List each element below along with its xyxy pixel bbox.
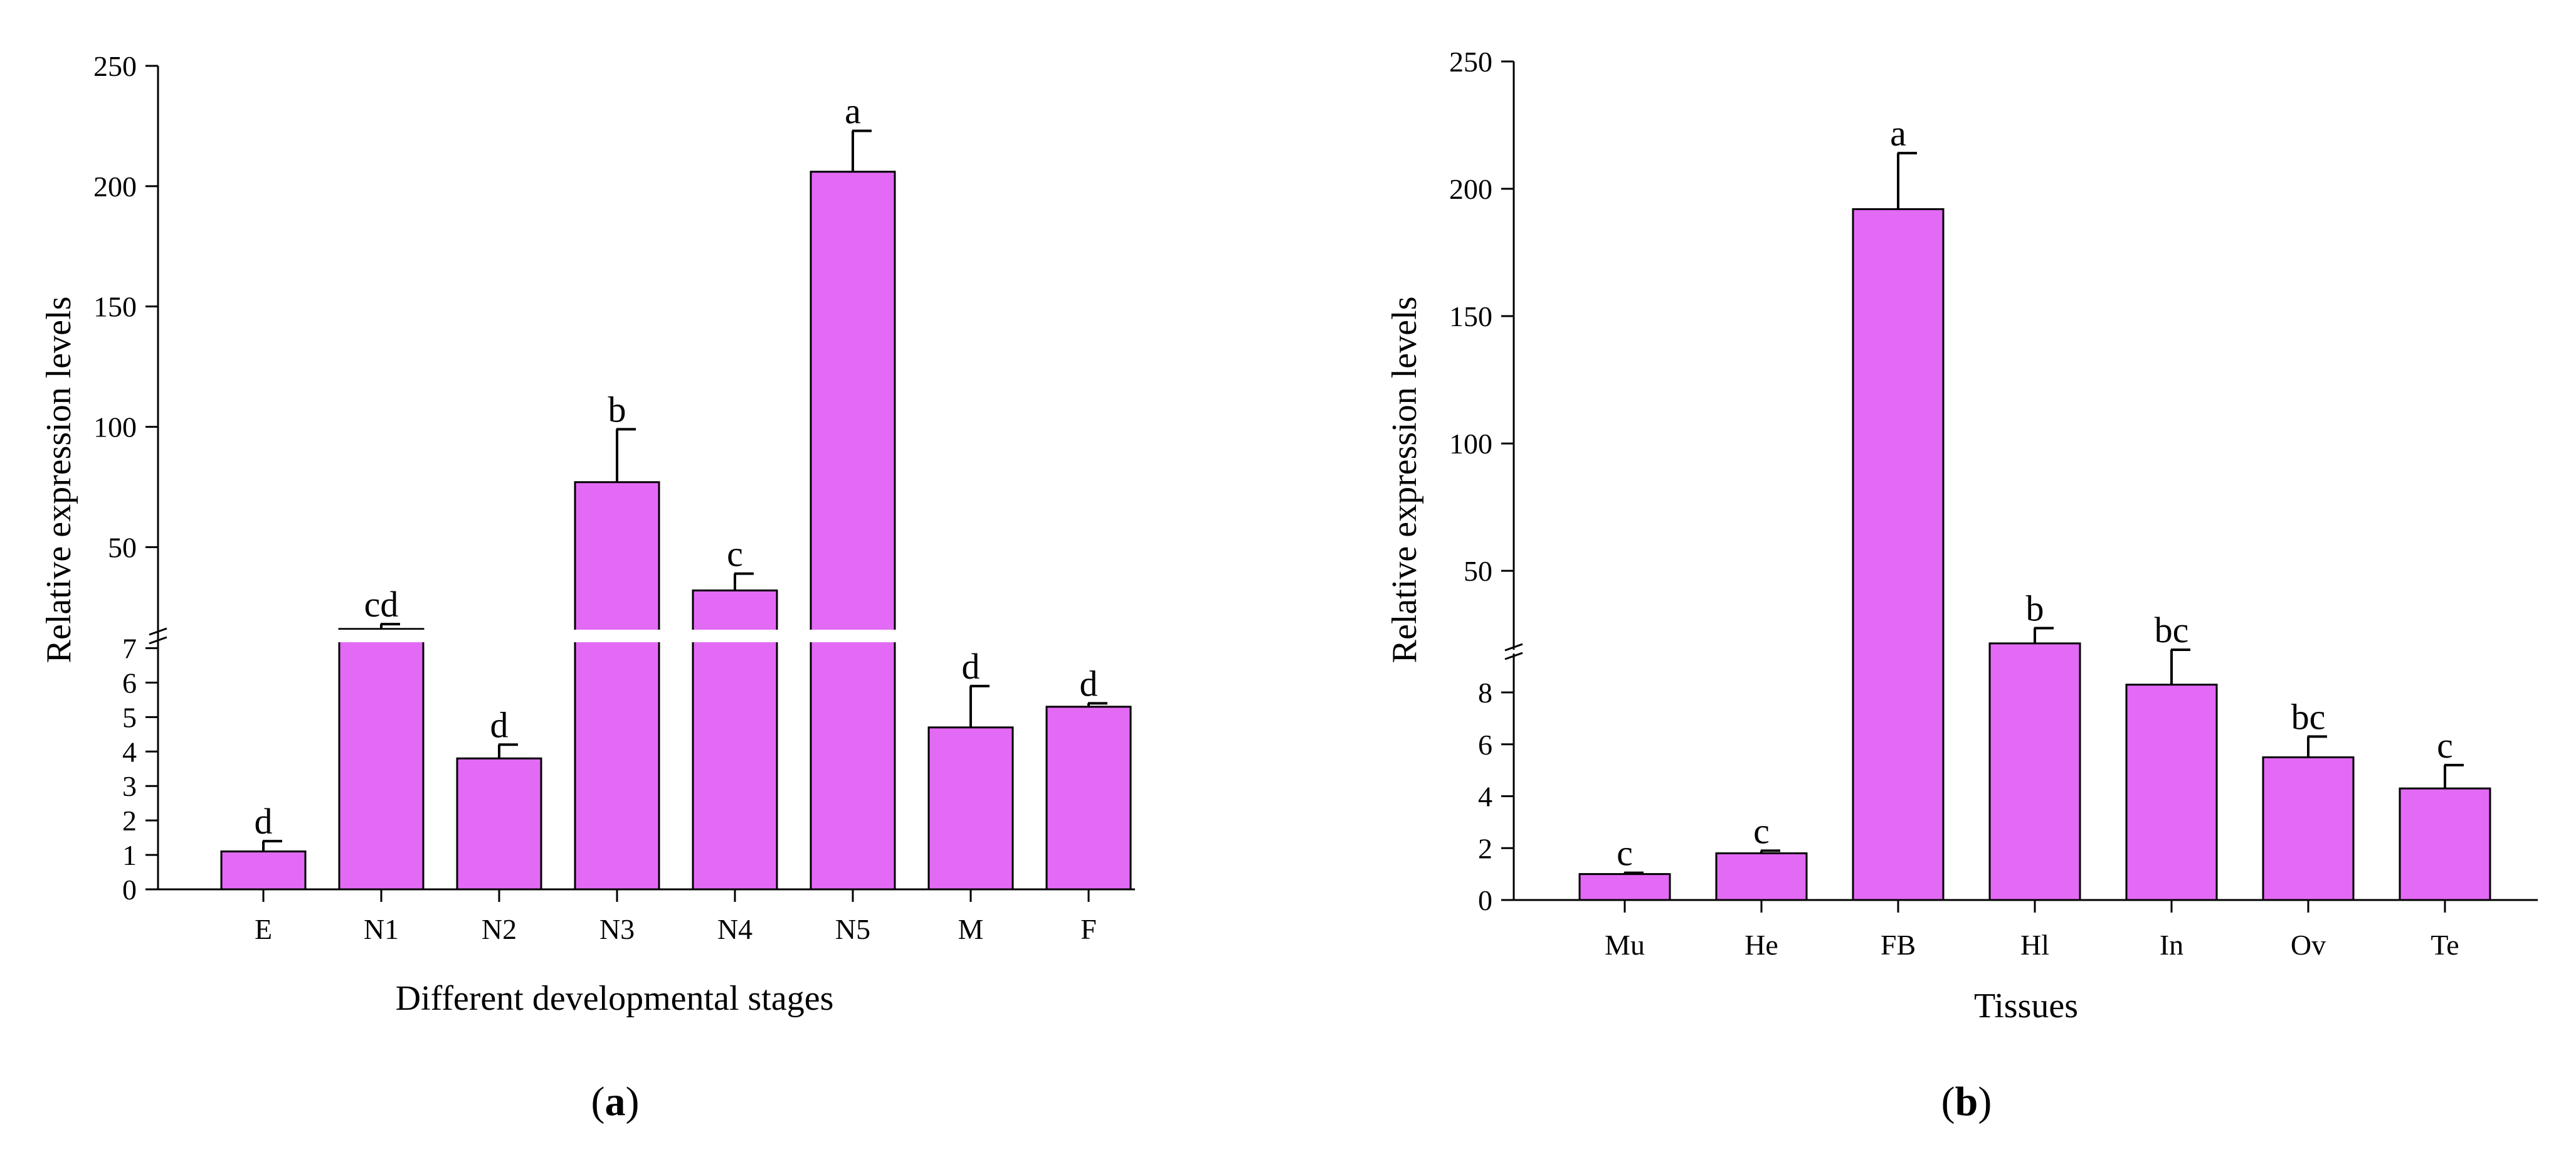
chart-panel-b: Relative expression levels Tissues c Mu c H… [1385,46,2538,1125]
y-tick-label: 0 [122,874,137,906]
x-tick-label: N5 [835,913,870,945]
bar [338,628,425,891]
y-tick-label: 2 [1478,832,1492,864]
y-tick-label: 0 [1478,884,1492,916]
chart-panel-a: Relative expression levels Different dev… [40,50,1135,1125]
y-tick-label: 100 [93,411,137,443]
bar [1045,706,1132,891]
y-tick-label: 200 [93,171,137,203]
axis-break-mark [1504,643,1523,652]
x-tick-label: N4 [717,913,752,945]
significance-label: cd [364,584,399,625]
y-tick-label: 150 [1449,300,1492,332]
y-tick-label: 8 [1478,677,1492,709]
significance-label: bc [2155,610,2189,650]
y-tick-label: 5 [122,701,137,733]
y-tick-label: 250 [93,50,137,82]
axis-break-gap [574,630,660,642]
panel-caption: (b) [1941,1079,1992,1125]
x-tick-label: Hl [2020,929,2049,961]
y-axis-title: Relative expression levels [1385,297,1424,664]
x-tick-label: N2 [482,913,517,945]
bar [1578,873,1671,901]
significance-label: d [962,646,980,687]
x-tick-label: N1 [364,913,399,945]
x-tick-label: Ov [2291,929,2326,961]
bar [220,850,307,891]
axis-break-mark [1504,652,1523,660]
significance-label: a [1890,113,1906,154]
y-tick-label: 6 [1478,729,1492,761]
x-axis-title: Tissues [1974,987,2078,1025]
x-tick-label: F [1080,913,1097,945]
bar [927,726,1014,891]
y-tick-label: 250 [1449,46,1492,78]
y-tick-label: 50 [108,531,137,563]
significance-label: a [845,91,861,132]
y-tick-label: 1 [122,839,137,871]
significance-label: d [255,801,273,842]
axis-break-mark [149,636,167,645]
significance-label: c [1753,810,1770,851]
bar [810,171,896,891]
plot-area: c Mu c He a FB b Hl bc In bc Ov c Te 0 2 4 6 8 50 100 150 200 2… [1449,46,2538,961]
x-axis-title: Different developmental stages [396,979,834,1018]
bar [1715,852,1808,901]
significance-label: bc [2291,696,2326,737]
x-tick-label: E [255,913,272,945]
bar [1852,208,1945,901]
x-tick-label: FB [1881,929,1916,961]
axis-break-gap [810,630,896,642]
significance-label: d [1080,663,1098,704]
y-tick-label: 7 [122,632,137,664]
bar [2125,684,2218,901]
axis-break-gap [338,630,425,642]
axis-break-mark [149,627,167,636]
significance-label: d [490,704,509,745]
y-tick-label: 150 [93,291,137,323]
significance-label: b [608,389,626,430]
significance-label: c [1617,833,1633,874]
panel-caption: (a) [591,1079,640,1125]
y-axis-title: Relative expression levels [40,297,78,664]
y-tick-label: 100 [1449,428,1492,460]
axis-break-gap [692,630,778,642]
y-tick-label: 200 [1449,173,1492,205]
x-tick-label: He [1745,929,1778,961]
bar [2399,787,2491,901]
significance-label: b [2026,588,2044,628]
bar [2262,756,2355,901]
y-tick-label: 4 [1478,781,1492,813]
significance-label: c [2437,725,2453,766]
bar [574,481,660,891]
bar [1988,642,2081,901]
panel-letter: b [1955,1079,1978,1125]
y-tick-label: 3 [122,770,137,802]
y-tick-label: 50 [1464,555,1492,587]
significance-label: c [727,534,743,574]
x-tick-label: N3 [599,913,635,945]
panel-letter: a [605,1079,626,1125]
x-tick-label: Te [2431,929,2459,961]
y-tick-label: 2 [122,805,137,837]
x-tick-label: In [2160,929,2183,961]
y-tick-label: 6 [122,667,137,699]
y-tick-label: 4 [122,736,137,768]
x-tick-label: M [958,913,984,945]
x-tick-label: Mu [1605,929,1645,961]
bar [456,757,542,891]
